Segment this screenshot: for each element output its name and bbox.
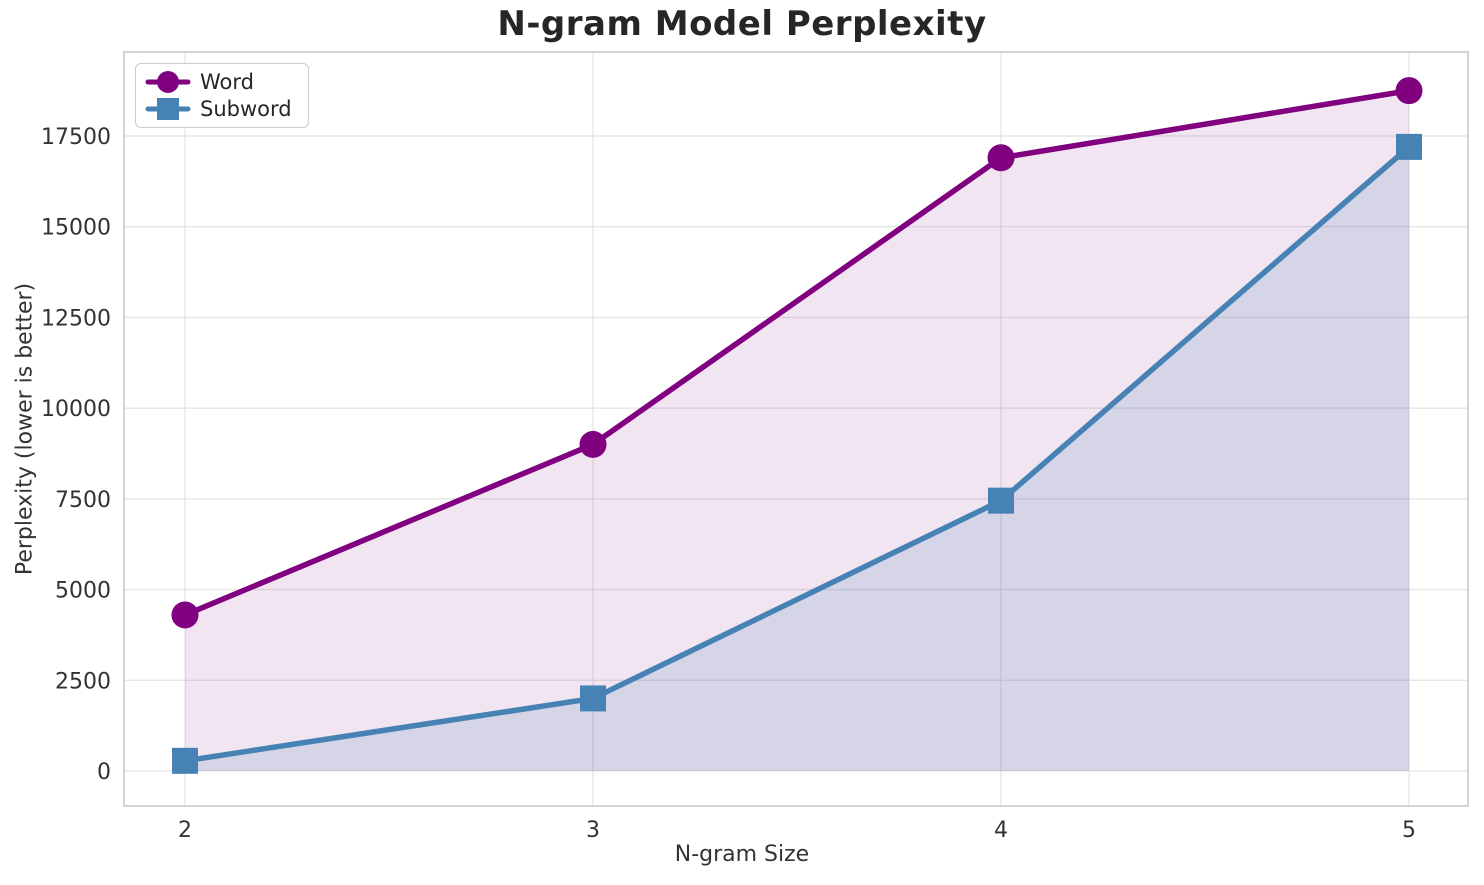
subword-data-point-marker xyxy=(579,685,606,712)
chart-title: N-gram Model Perplexity xyxy=(497,4,987,44)
legend-sample-marker xyxy=(157,98,179,120)
plot-border xyxy=(123,51,1469,807)
circle-legend-marker-icon xyxy=(145,71,191,93)
square-legend-marker-icon xyxy=(145,98,191,120)
y-tick-label: 17500 xyxy=(41,125,111,150)
word-series-line xyxy=(182,87,1412,618)
y-tick-label: 15000 xyxy=(41,216,111,241)
y-tick-label: 10000 xyxy=(41,397,111,422)
x-tick-label: 5 xyxy=(1402,818,1416,843)
legend-sample-marker xyxy=(157,71,179,93)
word-data-point-marker xyxy=(1395,77,1423,105)
word-data-point-marker xyxy=(987,144,1015,172)
subword-data-point-marker xyxy=(988,487,1015,514)
subword-series-line xyxy=(182,144,1412,764)
legend-label: Word xyxy=(200,70,254,94)
word-area-fill xyxy=(184,90,1410,771)
x-tick-label: 4 xyxy=(994,818,1008,843)
x-tick-label: 2 xyxy=(178,818,192,843)
legend: Word Subword xyxy=(135,63,309,128)
y-tick-label: 2500 xyxy=(55,669,111,694)
y-tick-label: 7500 xyxy=(55,488,111,513)
subword-data-point-marker xyxy=(171,747,198,774)
y-tick-label: 12500 xyxy=(41,306,111,331)
y-tick-label: 0 xyxy=(97,760,111,785)
legend-item-subword: Subword xyxy=(145,96,292,122)
x-axis-label: N-gram Size xyxy=(674,842,810,867)
subword-data-point-marker xyxy=(1396,133,1423,160)
y-tick-label: 5000 xyxy=(55,579,111,604)
word-data-point-marker xyxy=(579,430,607,458)
y-axis-label: Perplexity (lower is better) xyxy=(12,282,38,576)
subword-area-fill xyxy=(184,146,1410,771)
word-data-point-marker xyxy=(171,601,199,629)
x-tick-label: 3 xyxy=(586,818,600,843)
legend-label: Subword xyxy=(200,97,292,121)
legend-item-word: Word xyxy=(145,69,292,95)
